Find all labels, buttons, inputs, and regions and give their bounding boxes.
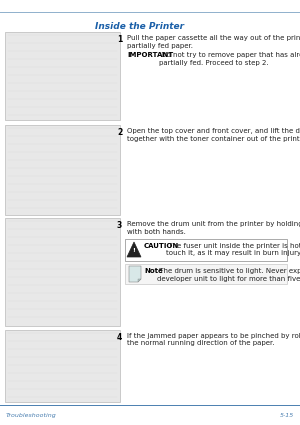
Polygon shape: [127, 242, 141, 257]
Polygon shape: [138, 279, 141, 282]
Bar: [5, 32, 120, 120]
Text: 2: 2: [117, 128, 122, 137]
Text: 5-15: 5-15: [280, 413, 294, 418]
Text: IMPORTANT: IMPORTANT: [127, 52, 173, 58]
Text: 4: 4: [117, 333, 122, 342]
Text: Inside the Printer: Inside the Printer: [95, 22, 184, 31]
Bar: [5, 125, 120, 215]
Bar: [125, 239, 287, 261]
Text: 3: 3: [117, 221, 122, 230]
Bar: [5, 330, 120, 402]
Text: 1: 1: [117, 35, 122, 44]
Text: !: !: [133, 248, 135, 253]
Text: Pull the paper cassette all the way out of the printer. Remove any
partially fed: Pull the paper cassette all the way out …: [127, 35, 300, 48]
Text: CAUTION: CAUTION: [144, 243, 179, 249]
Bar: [5, 218, 120, 326]
Text: Note: Note: [144, 268, 163, 274]
Text: Troubleshooting: Troubleshooting: [6, 413, 57, 418]
Text: If the jammed paper appears to be pinched by rollers, pull it along
the normal r: If the jammed paper appears to be pinche…: [127, 333, 300, 346]
Text: Do not try to remove paper that has already been
partially fed. Proceed to step : Do not try to remove paper that has alre…: [159, 52, 300, 65]
Text: Remove the drum unit from the printer by holding the green levers
with both hand: Remove the drum unit from the printer by…: [127, 221, 300, 235]
Text: Open the top cover and front cover, and lift the developer unit
together with th: Open the top cover and front cover, and …: [127, 128, 300, 142]
Text: The fuser unit inside the printer is hot. Do not
touch it, as it may result in b: The fuser unit inside the printer is hot…: [167, 243, 300, 257]
Polygon shape: [129, 266, 141, 282]
Bar: [125, 264, 287, 284]
Text: The drum is sensitive to light. Never expose the
developer unit to light for mor: The drum is sensitive to light. Never ex…: [157, 268, 300, 281]
